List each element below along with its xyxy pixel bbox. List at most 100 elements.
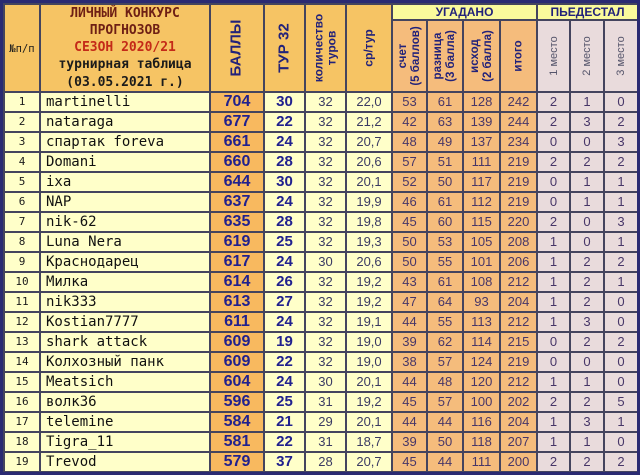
col-header-place-1: 1 место [536, 19, 572, 93]
table-row: 10 Милка 614 26 32 19,2 43 61 108 212 1 2 1 [3, 270, 637, 293]
cell-guessed-total: 244 [498, 110, 539, 133]
cell-rank: 3 [3, 130, 41, 153]
cell-exact-score: 50 [391, 250, 428, 273]
cell-tours-count: 32 [304, 290, 347, 313]
cell-avg-per-tour: 19,2 [345, 270, 393, 293]
cell-place-3: 1 [603, 170, 637, 193]
cell-player-name: martinelli [39, 90, 211, 113]
cell-place-2: 3 [569, 310, 606, 333]
cell-exact-score: 45 [391, 390, 428, 413]
cell-tours-count: 30 [304, 250, 347, 273]
cell-avg-per-tour: 20,1 [345, 370, 393, 393]
cell-place-3: 1 [603, 410, 637, 433]
col-header-tours-count: количество туров [304, 3, 347, 93]
table-row: 3 спартак foreva 661 24 32 20,7 48 49 137 234 0 0 3 [3, 130, 637, 153]
cell-place-3: 0 [603, 310, 637, 333]
cell-place-1: 0 [536, 190, 572, 213]
cell-place-1: 0 [536, 170, 572, 193]
table-row: 14 Колхозный панк 609 22 32 19,0 38 57 124 219 0 0 0 [3, 350, 637, 373]
empty-cell [304, 470, 347, 472]
cell-exact-score: 38 [391, 350, 428, 373]
cell-outcome: 114 [462, 330, 501, 353]
cell-tour-points: 24 [263, 310, 306, 333]
cell-outcome: 113 [462, 310, 501, 333]
cell-place-1: 1 [536, 370, 572, 393]
cell-avg-per-tour: 19,3 [345, 230, 393, 253]
cell-goal-diff: 50 [426, 170, 464, 193]
cell-player-name: NAP [39, 190, 211, 213]
cell-goal-diff: 44 [426, 410, 464, 433]
cell-goal-diff: 44 [426, 450, 464, 472]
cell-exact-score: 46 [391, 190, 428, 213]
group-header-row: №п/п ЛИЧНЫЙ КОНКУРС ПРОГНОЗОВ СЕЗОН 2020… [3, 3, 637, 93]
cell-rank: 15 [3, 370, 41, 393]
cell-place-2: 2 [569, 450, 606, 472]
cell-place-2: 1 [569, 430, 606, 453]
cell-tours-count: 31 [304, 390, 347, 413]
cell-place-1: 1 [536, 410, 572, 433]
cell-exact-score: 50 [391, 230, 428, 253]
cell-place-3: 0 [603, 90, 637, 113]
cell-rank: 1 [3, 90, 41, 113]
cell-player-name: Краснодарец [39, 250, 211, 273]
table-row: 2 nataraga 677 22 32 21,2 42 63 139 244 2 3 2 [3, 110, 637, 133]
cell-player-name: Tigra_11 [39, 430, 211, 453]
cell-tours-count: 32 [304, 230, 347, 253]
empty-cell [569, 470, 606, 472]
cell-outcome: 111 [462, 150, 501, 173]
cell-avg-per-tour: 19,2 [345, 290, 393, 313]
cell-avg-per-tour: 20,7 [345, 450, 393, 472]
cell-player-name: спартак foreva [39, 130, 211, 153]
group-header-guessed: УГАДАНО [390, 3, 539, 22]
empty-cell [536, 470, 572, 472]
cell-outcome: 124 [462, 350, 501, 373]
cell-exact-score: 48 [391, 130, 428, 153]
table-row: 13 shark attack 609 19 32 19,0 39 62 114 215 0 2 2 [3, 330, 637, 353]
cell-guessed-total: 219 [498, 170, 539, 193]
cell-place-3: 3 [603, 210, 637, 233]
cell-tours-count: 28 [304, 450, 347, 472]
cell-points: 619 [209, 230, 265, 253]
cell-points: 677 [209, 110, 265, 133]
table-row: 9 Краснодарец 617 24 30 20,6 50 55 101 206 1 2 2 [3, 250, 637, 273]
cell-place-1: 2 [536, 90, 572, 113]
cell-points: 584 [209, 410, 265, 433]
cell-guessed-total: 204 [498, 410, 539, 433]
cell-guessed-total: 242 [498, 90, 539, 113]
cell-goal-diff: 63 [426, 110, 464, 133]
empty-cell [391, 470, 428, 472]
table-row: 16 волк36 596 25 31 19,2 45 57 100 202 2 2 5 [3, 390, 637, 413]
cell-player-name: nataraga [39, 110, 211, 133]
cell-outcome: 118 [462, 430, 501, 453]
cell-avg-per-tour: 20,7 [345, 130, 393, 153]
cell-tour-points: 24 [263, 250, 306, 273]
cell-player-name: Колхозный панк [39, 350, 211, 373]
cell-tours-count: 31 [304, 430, 347, 453]
col-header-goal-diff: разница (3 балла) [426, 19, 464, 93]
table-row: 5 ixa 644 30 32 20,1 52 50 117 219 0 1 1 [3, 170, 637, 193]
cell-points: 596 [209, 390, 265, 413]
cell-tours-count: 32 [304, 110, 347, 133]
cell-avg-per-tour: 19,0 [345, 350, 393, 373]
cell-place-2: 0 [569, 130, 606, 153]
cell-place-1: 0 [536, 330, 572, 353]
cell-goal-diff: 61 [426, 90, 464, 113]
cell-player-name: Trevod [39, 450, 211, 472]
cell-goal-diff: 55 [426, 310, 464, 333]
cell-place-2: 1 [569, 90, 606, 113]
cell-avg-per-tour: 21,2 [345, 110, 393, 133]
cell-player-name: Милка [39, 270, 211, 293]
cell-tours-count: 32 [304, 330, 347, 353]
cell-tours-count: 32 [304, 350, 347, 373]
cell-place-3: 0 [603, 370, 637, 393]
cell-outcome: 116 [462, 410, 501, 433]
cell-rank: 19 [3, 450, 41, 472]
cell-player-name: telemine [39, 410, 211, 433]
cell-place-1: 0 [536, 350, 572, 373]
col-header-tour: ТУР 32 [263, 3, 306, 93]
cell-outcome: 101 [462, 250, 501, 273]
empty-cell [462, 470, 501, 472]
cell-place-1: 1 [536, 270, 572, 293]
cell-place-2: 2 [569, 290, 606, 313]
